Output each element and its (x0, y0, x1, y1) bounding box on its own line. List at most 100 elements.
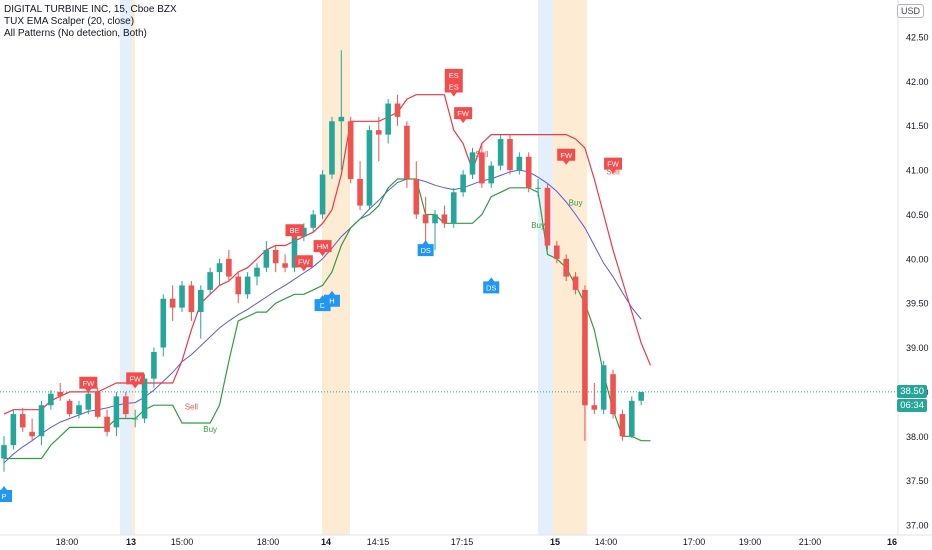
last-price-tag: 38.50 (897, 384, 927, 398)
symbol-title[interactable]: DIGITAL TURBINE INC, 15, Cboe BZX (4, 4, 177, 15)
bearish-pattern-label: FW (457, 109, 470, 118)
bearish-pattern-label: FW (560, 151, 573, 160)
sell-signal-label: Sell (185, 403, 199, 412)
candle-body (628, 400, 635, 437)
bearish-pattern-marker (126, 372, 145, 389)
time-tick-label: 15 (550, 537, 560, 547)
candle-body (291, 236, 298, 268)
bullish-pattern-marker (483, 277, 500, 294)
candle-body (319, 174, 326, 215)
indicator-lines (3, 94, 652, 464)
time-tick-label: 14 (321, 537, 331, 547)
indicator-patterns-label[interactable]: All Patterns (No detection, Both) (4, 28, 147, 39)
lower-band-line (4, 178, 651, 460)
candle-body (272, 249, 279, 264)
candle-body (450, 192, 457, 224)
bullish-pattern-label: D (320, 301, 326, 310)
candle-body (254, 267, 260, 277)
price-tick-label: 39.50 (906, 299, 929, 309)
candle-body (10, 414, 17, 446)
candle-body (366, 130, 373, 206)
candle-body (310, 214, 317, 228)
price-tick-label: 38.00 (906, 432, 929, 442)
candle-body (376, 130, 382, 135)
candle-body (563, 258, 569, 277)
candle-body (38, 405, 45, 437)
currency-button[interactable]: USD (896, 4, 924, 18)
price-tick-label: 37.00 (906, 521, 929, 531)
candle-body (19, 414, 26, 428)
candle-body (357, 178, 363, 206)
candle-body (301, 227, 307, 237)
bearish-pattern-label: FW (298, 257, 311, 266)
time-tick-label: 14:00 (595, 537, 618, 547)
time-tick-label: 18:00 (56, 537, 79, 547)
candle-body (394, 103, 401, 117)
upper-band-line (3, 94, 652, 415)
candle-body (151, 351, 157, 379)
price-tick-label: 40.00 (906, 254, 929, 264)
candle-body (48, 393, 54, 406)
candle-body (235, 276, 242, 295)
candle-body (160, 298, 167, 348)
buy-signal-label: Buy (569, 199, 583, 208)
candle-body (554, 245, 560, 259)
candle-body (263, 249, 270, 268)
session-band (120, 0, 132, 535)
candle-body (422, 214, 429, 224)
price-axis: 42.50 42.00 41.50 41.00 40.50 40.00 39.50 39.00… (0, 0, 932, 536)
candle-body (76, 405, 82, 415)
time-tick-label: 14:15 (367, 537, 390, 547)
candle-body (460, 174, 466, 193)
candle-body (282, 263, 288, 268)
bearish-pattern-marker (454, 107, 473, 124)
candle-body (169, 298, 176, 308)
candle-body (441, 214, 448, 224)
candle-body (57, 391, 64, 397)
session-band (132, 0, 135, 535)
sell-signal-label: Sell (606, 168, 620, 177)
session-shading (120, 0, 587, 535)
bearish-pattern-label: FW (607, 160, 620, 169)
bearish-pattern-label: FW (82, 379, 95, 388)
candle-body (432, 214, 438, 224)
indicator-ema-label[interactable]: TUX EMA Scalper (20, close) (4, 16, 135, 27)
candle-body (488, 165, 495, 184)
bearish-pattern-marker (294, 255, 313, 272)
time-axis: 18:00 13 15:00 18:00 14 14:15 17:15 15 14:00 17:0… (56, 537, 897, 547)
time-tick-label: 17:15 (451, 537, 474, 547)
candle-body (525, 156, 532, 188)
bullish-pattern-label: DS (420, 246, 430, 255)
candle-body (123, 396, 129, 415)
sell-signal-label: Sell (475, 150, 489, 159)
price-tick-label: 42.50 (906, 33, 929, 43)
pattern-markers: FW FW BE FW HM ES ES FW FW FW P D H DS DS Sell Buy Sell Bu… (0, 68, 623, 502)
candle-body (507, 139, 513, 171)
bullish-pattern-marker (323, 290, 340, 307)
bullish-pattern-label: H (329, 297, 334, 306)
candle-body (207, 272, 213, 290)
session-band (553, 0, 587, 535)
session-band (538, 0, 553, 535)
candle-body (413, 178, 420, 215)
bearish-pattern-marker (313, 240, 332, 257)
candle-body (591, 405, 598, 410)
bullish-pattern-label: P (1, 492, 6, 501)
bearish-pattern-marker (604, 157, 623, 174)
candle-body (479, 152, 485, 184)
candles (1, 50, 644, 472)
candle-body (347, 121, 354, 179)
candle-body (404, 125, 410, 179)
price-tick-label: 41.00 (906, 166, 929, 176)
ema-line (3, 169, 642, 464)
candle-body (188, 285, 195, 313)
bearish-pattern-label: ES (449, 71, 459, 80)
candle-body (132, 418, 138, 420)
candle-body (610, 374, 616, 415)
time-tick-label: 15:00 (171, 537, 194, 547)
bullish-pattern-marker (417, 240, 434, 257)
candle-body (385, 103, 391, 135)
chart-legend: DIGITAL TURBINE INC, 15, Cboe BZX TUX EM… (4, 4, 177, 40)
time-tick-label: 18:00 (257, 537, 280, 547)
